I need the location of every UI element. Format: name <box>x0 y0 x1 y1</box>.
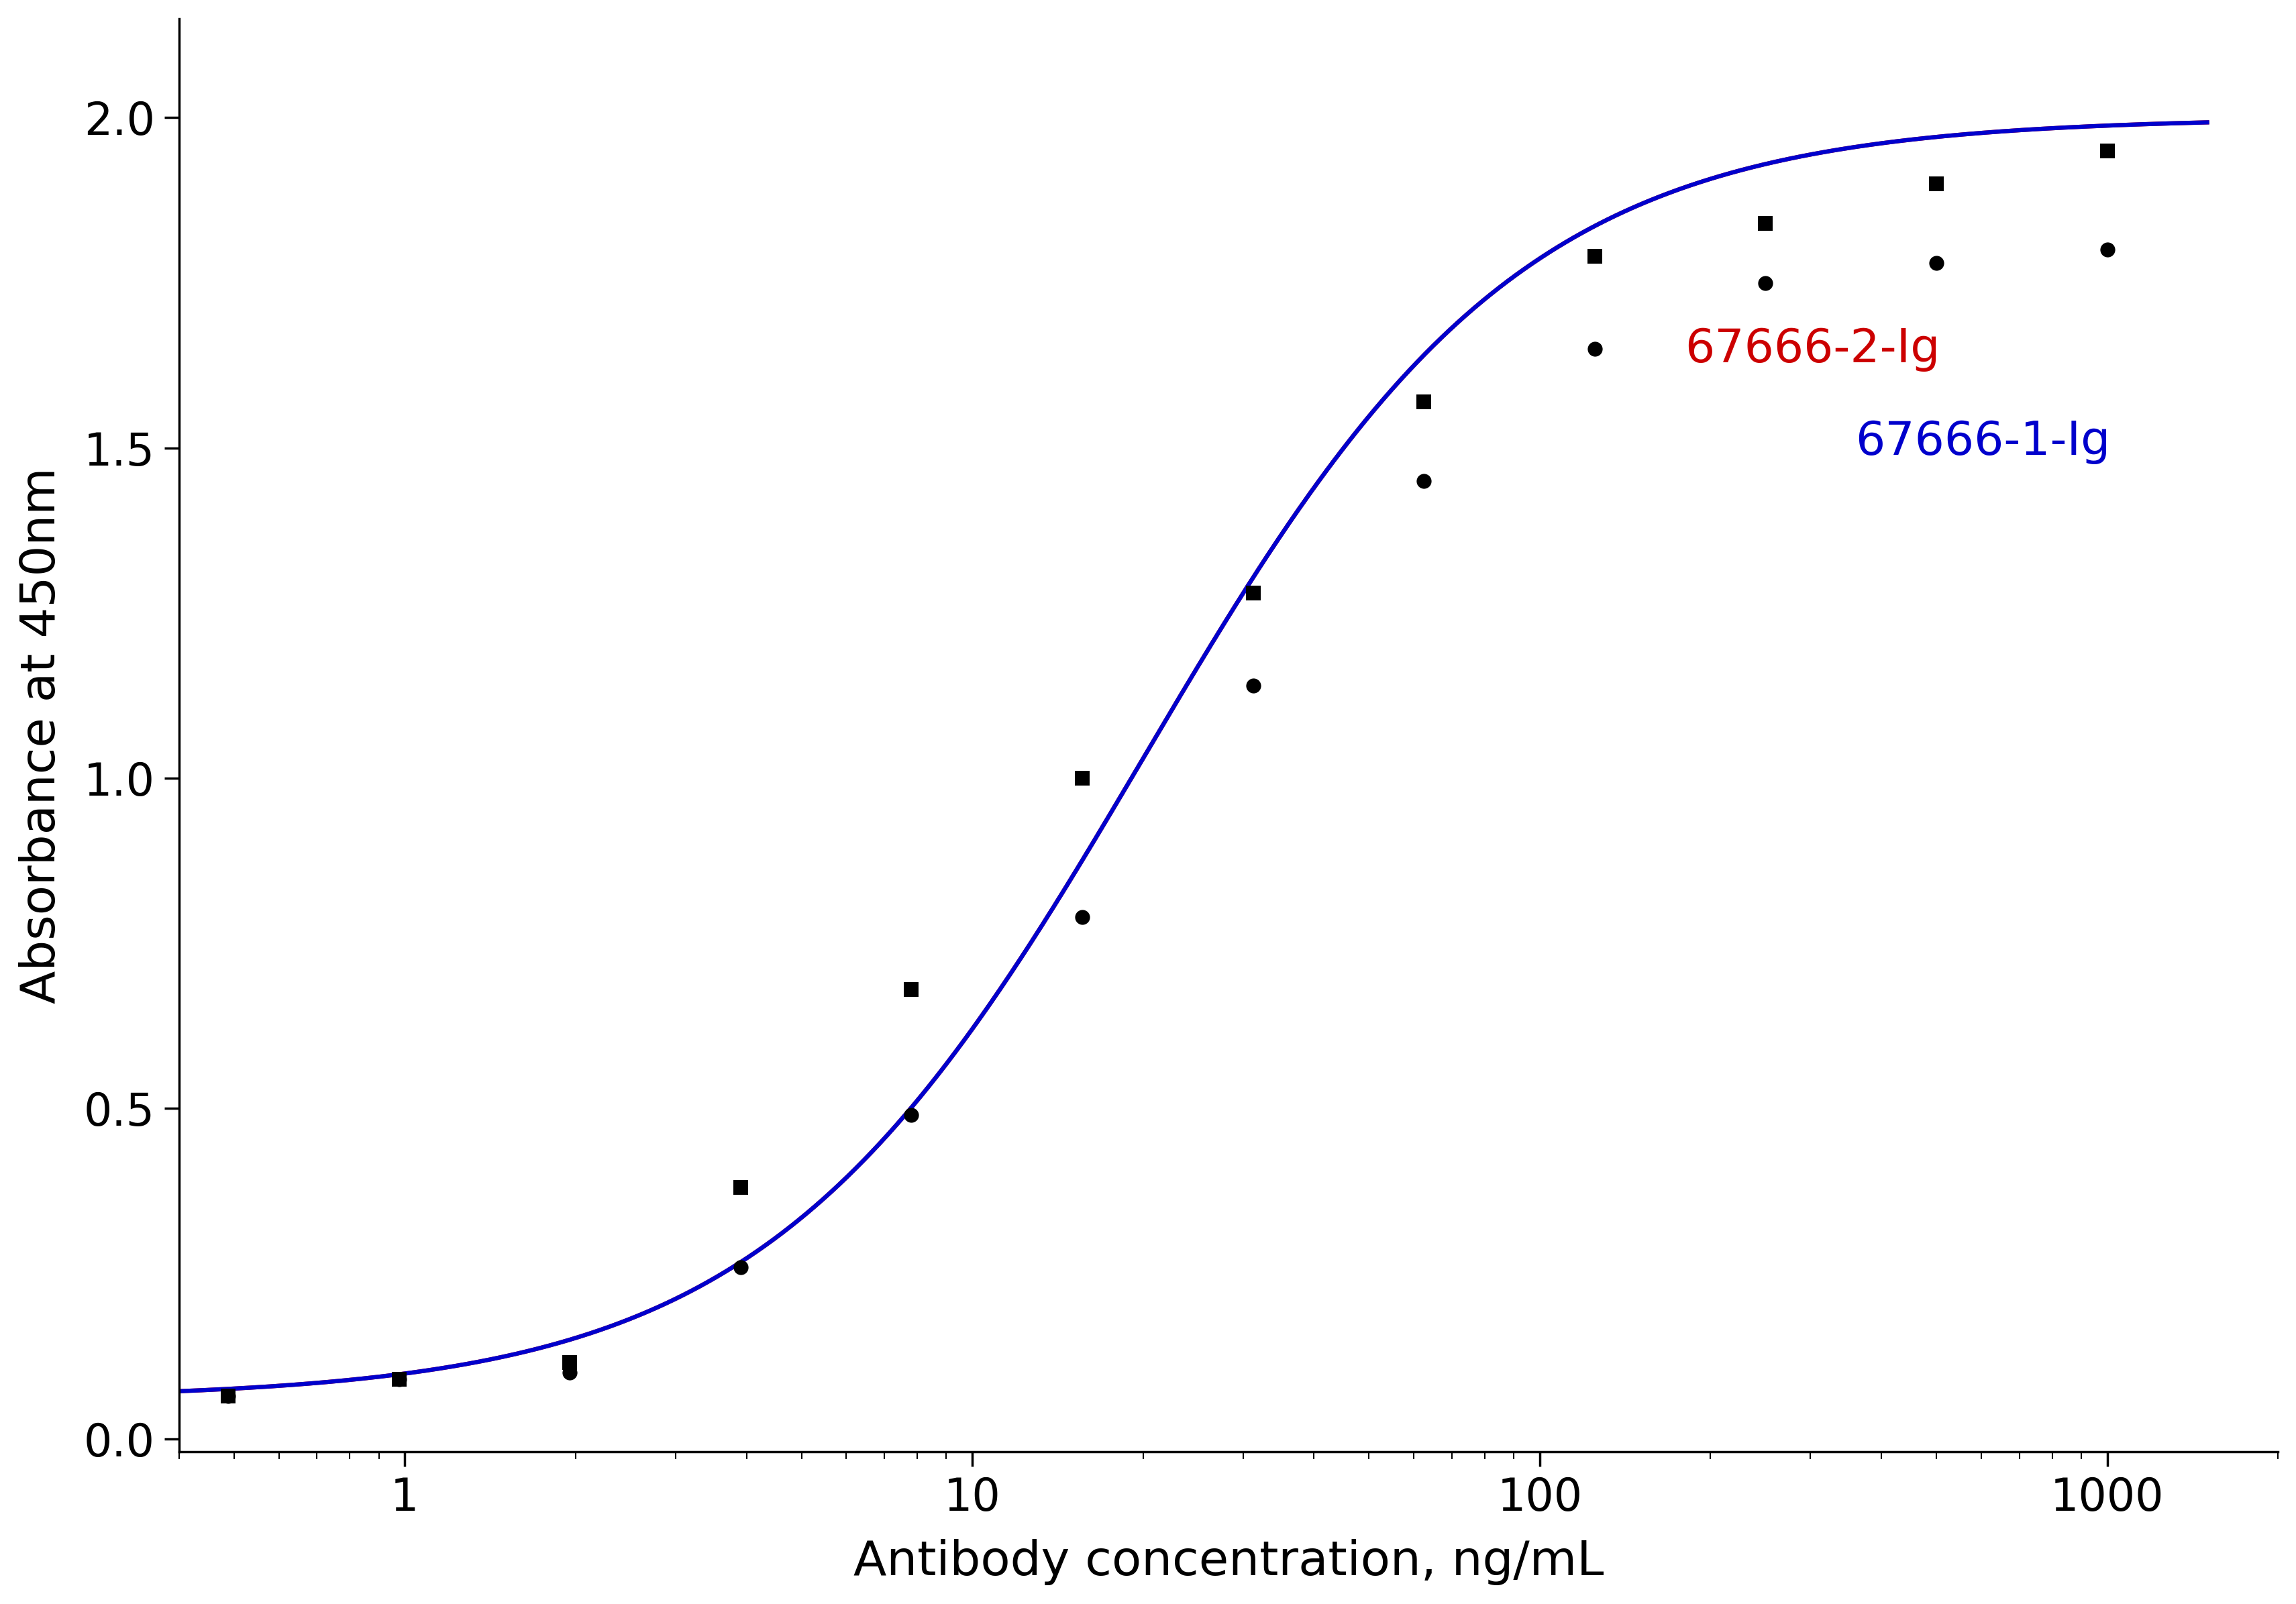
Y-axis label: Absorbance at 450nm: Absorbance at 450nm <box>18 467 64 1004</box>
X-axis label: Antibody concentration, ng/mL: Antibody concentration, ng/mL <box>854 1540 1603 1585</box>
Text: 67666-1-Ig: 67666-1-Ig <box>1855 419 2110 464</box>
Text: 67666-2-Ig: 67666-2-Ig <box>1683 327 1940 372</box>
